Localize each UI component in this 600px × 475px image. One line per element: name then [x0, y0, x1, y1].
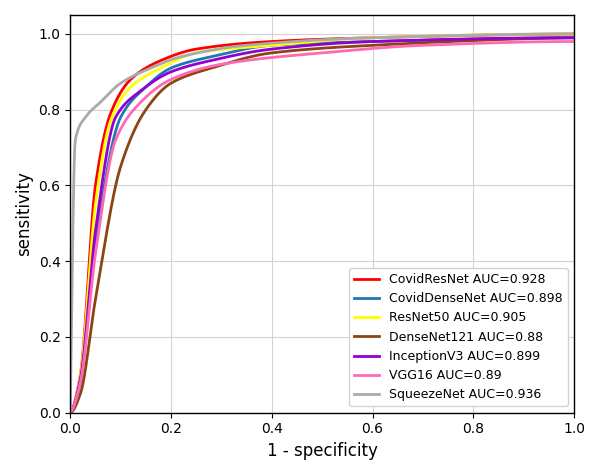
CovidDenseNet AUC=0.898 — [571, 35, 578, 40]
InceptionV3 AUC=0.899 — [289, 44, 296, 50]
ResNet50 AUC=0.905 — [67, 410, 74, 416]
ResNet50 AUC=0.905 — [118, 95, 125, 101]
InceptionV3 AUC=0.899 — [118, 105, 125, 111]
CovidDenseNet AUC=0.898 — [67, 410, 74, 416]
SqueezeNet AUC=0.936 — [460, 32, 467, 38]
Line: VGG16 AUC=0.89: VGG16 AUC=0.89 — [70, 41, 574, 413]
SqueezeNet AUC=0.936 — [289, 39, 296, 45]
DenseNet121 AUC=0.88 — [413, 40, 420, 46]
InceptionV3 AUC=0.899 — [413, 38, 420, 43]
DenseNet121 AUC=0.88 — [460, 38, 467, 44]
InceptionV3 AUC=0.899 — [271, 46, 278, 52]
Line: DenseNet121 AUC=0.88: DenseNet121 AUC=0.88 — [70, 38, 574, 413]
InceptionV3 AUC=0.899 — [460, 36, 467, 42]
InceptionV3 AUC=0.899 — [67, 410, 74, 416]
CovidResNet AUC=0.928 — [67, 410, 74, 416]
ResNet50 AUC=0.905 — [469, 32, 476, 38]
Legend: CovidResNet AUC=0.928, CovidDenseNet AUC=0.898, ResNet50 AUC=0.905, DenseNet121 : CovidResNet AUC=0.928, CovidDenseNet AUC… — [349, 268, 568, 407]
InceptionV3 AUC=0.899 — [469, 36, 476, 42]
CovidDenseNet AUC=0.898 — [469, 36, 476, 42]
CovidResNet AUC=0.928 — [289, 38, 296, 43]
DenseNet121 AUC=0.88 — [289, 48, 296, 54]
Line: ResNet50 AUC=0.905: ResNet50 AUC=0.905 — [70, 34, 574, 413]
SqueezeNet AUC=0.936 — [571, 31, 578, 37]
VGG16 AUC=0.89 — [460, 41, 467, 47]
SqueezeNet AUC=0.936 — [469, 32, 476, 38]
DenseNet121 AUC=0.88 — [469, 38, 476, 43]
VGG16 AUC=0.89 — [571, 38, 578, 44]
DenseNet121 AUC=0.88 — [118, 161, 125, 166]
VGG16 AUC=0.89 — [118, 124, 125, 130]
Line: InceptionV3 AUC=0.899: InceptionV3 AUC=0.899 — [70, 38, 574, 413]
Line: CovidResNet AUC=0.928: CovidResNet AUC=0.928 — [70, 34, 574, 413]
VGG16 AUC=0.89 — [67, 410, 74, 416]
SqueezeNet AUC=0.936 — [67, 410, 74, 416]
CovidDenseNet AUC=0.898 — [118, 113, 125, 118]
ResNet50 AUC=0.905 — [271, 42, 278, 48]
ResNet50 AUC=0.905 — [289, 41, 296, 47]
X-axis label: 1 - specificity: 1 - specificity — [267, 442, 377, 460]
CovidResNet AUC=0.928 — [460, 33, 467, 38]
CovidResNet AUC=0.928 — [469, 32, 476, 38]
CovidDenseNet AUC=0.898 — [460, 37, 467, 42]
VGG16 AUC=0.89 — [271, 55, 278, 60]
CovidResNet AUC=0.928 — [571, 31, 578, 37]
DenseNet121 AUC=0.88 — [571, 35, 578, 40]
SqueezeNet AUC=0.936 — [118, 80, 125, 86]
CovidResNet AUC=0.928 — [118, 88, 125, 94]
CovidDenseNet AUC=0.898 — [413, 38, 420, 43]
DenseNet121 AUC=0.88 — [67, 410, 74, 416]
Y-axis label: sensitivity: sensitivity — [15, 171, 33, 256]
ResNet50 AUC=0.905 — [571, 31, 578, 37]
Line: CovidDenseNet AUC=0.898: CovidDenseNet AUC=0.898 — [70, 38, 574, 413]
VGG16 AUC=0.89 — [289, 53, 296, 58]
CovidDenseNet AUC=0.898 — [289, 41, 296, 47]
Line: SqueezeNet AUC=0.936: SqueezeNet AUC=0.936 — [70, 34, 574, 413]
InceptionV3 AUC=0.899 — [571, 35, 578, 40]
SqueezeNet AUC=0.936 — [413, 34, 420, 39]
ResNet50 AUC=0.905 — [460, 32, 467, 38]
CovidResNet AUC=0.928 — [271, 38, 278, 44]
CovidResNet AUC=0.928 — [413, 34, 420, 39]
VGG16 AUC=0.89 — [469, 41, 476, 47]
DenseNet121 AUC=0.88 — [271, 50, 278, 56]
SqueezeNet AUC=0.936 — [271, 40, 278, 46]
ResNet50 AUC=0.905 — [413, 34, 420, 39]
CovidDenseNet AUC=0.898 — [271, 42, 278, 48]
VGG16 AUC=0.89 — [413, 43, 420, 48]
